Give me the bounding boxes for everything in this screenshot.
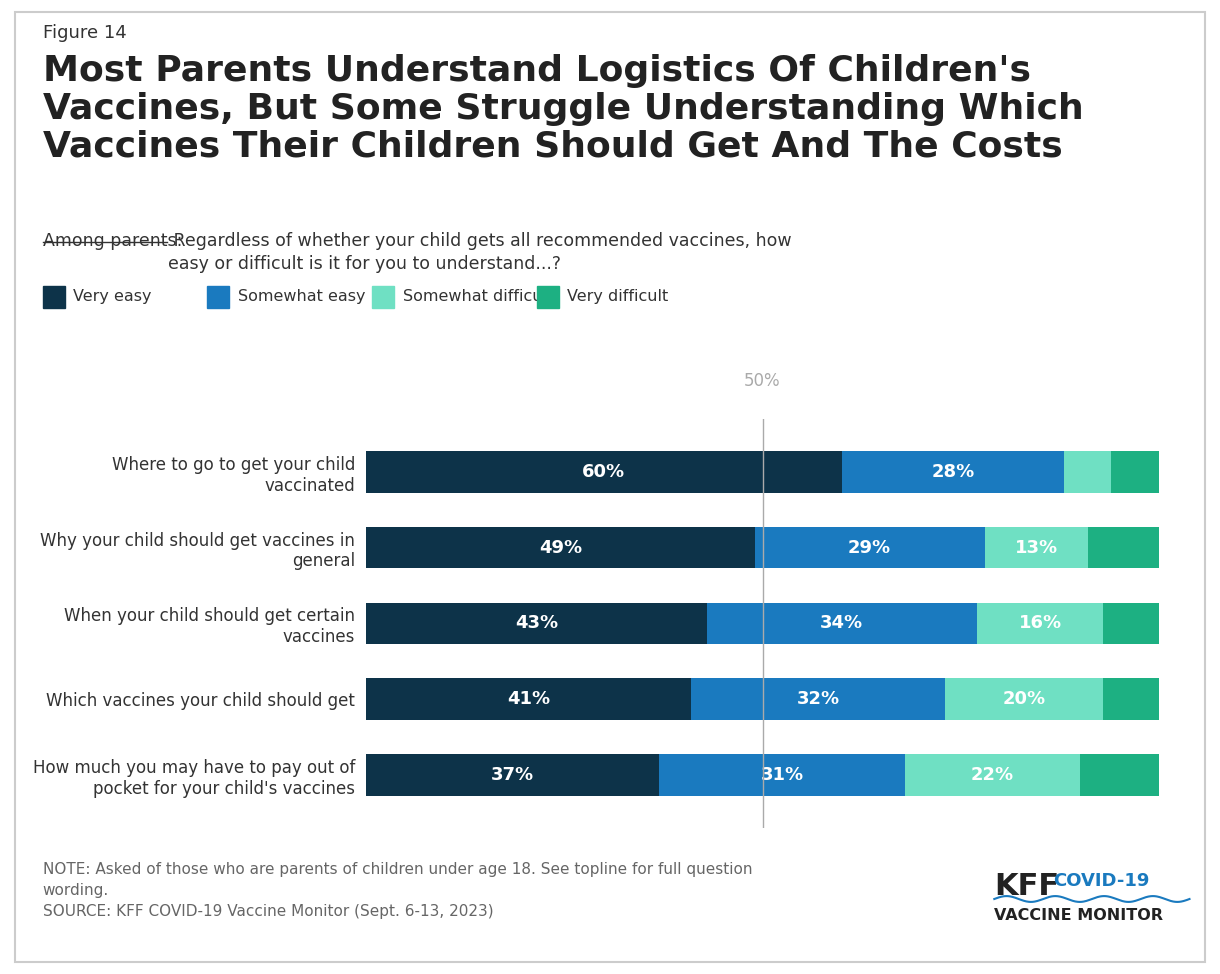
Text: 31%: 31% — [761, 766, 804, 784]
Bar — [1103, 603, 1159, 644]
Bar — [692, 678, 946, 720]
Text: Somewhat easy: Somewhat easy — [238, 288, 366, 304]
Text: 49%: 49% — [539, 539, 582, 556]
Bar — [985, 527, 1088, 569]
Text: 28%: 28% — [931, 463, 975, 481]
Bar — [754, 527, 985, 569]
Text: 41%: 41% — [508, 691, 550, 708]
Bar — [366, 678, 692, 720]
Text: 13%: 13% — [1015, 539, 1058, 556]
Bar — [1111, 451, 1159, 493]
Bar — [366, 754, 660, 796]
Text: 29%: 29% — [848, 539, 891, 556]
Text: 60%: 60% — [582, 463, 626, 481]
Text: Regardless of whether your child gets all recommended vaccines, how
easy or diff: Regardless of whether your child gets al… — [168, 232, 792, 274]
Bar — [366, 451, 842, 493]
Text: VACCINE MONITOR: VACCINE MONITOR — [994, 908, 1164, 922]
Text: 20%: 20% — [1003, 691, 1046, 708]
Text: Among parents:: Among parents: — [43, 232, 182, 249]
Bar — [1064, 451, 1111, 493]
Bar — [946, 678, 1104, 720]
Bar — [708, 603, 976, 644]
Text: 16%: 16% — [1019, 615, 1061, 632]
Text: 37%: 37% — [492, 766, 534, 784]
Text: Somewhat difficult: Somewhat difficult — [403, 288, 553, 304]
Bar — [905, 754, 1080, 796]
Bar — [1088, 527, 1159, 569]
Text: Very easy: Very easy — [73, 288, 151, 304]
Bar — [366, 603, 708, 644]
Bar — [1080, 754, 1159, 796]
Text: 50%: 50% — [744, 372, 781, 390]
Text: 22%: 22% — [971, 766, 1014, 784]
Text: 34%: 34% — [820, 615, 864, 632]
Bar — [660, 754, 905, 796]
Bar — [1103, 678, 1159, 720]
Text: Most Parents Understand Logistics Of Children's
Vaccines, But Some Struggle Unde: Most Parents Understand Logistics Of Chi… — [43, 54, 1083, 164]
Text: NOTE: Asked of those who are parents of children under age 18. See topline for f: NOTE: Asked of those who are parents of … — [43, 862, 753, 919]
Text: 32%: 32% — [797, 691, 839, 708]
Bar — [366, 527, 754, 569]
Text: 43%: 43% — [515, 615, 558, 632]
Text: COVID-19: COVID-19 — [1053, 872, 1149, 889]
Bar — [842, 451, 1064, 493]
Text: KFF: KFF — [994, 872, 1059, 901]
Bar — [976, 603, 1103, 644]
Text: Very difficult: Very difficult — [567, 288, 669, 304]
Text: Figure 14: Figure 14 — [43, 24, 127, 42]
